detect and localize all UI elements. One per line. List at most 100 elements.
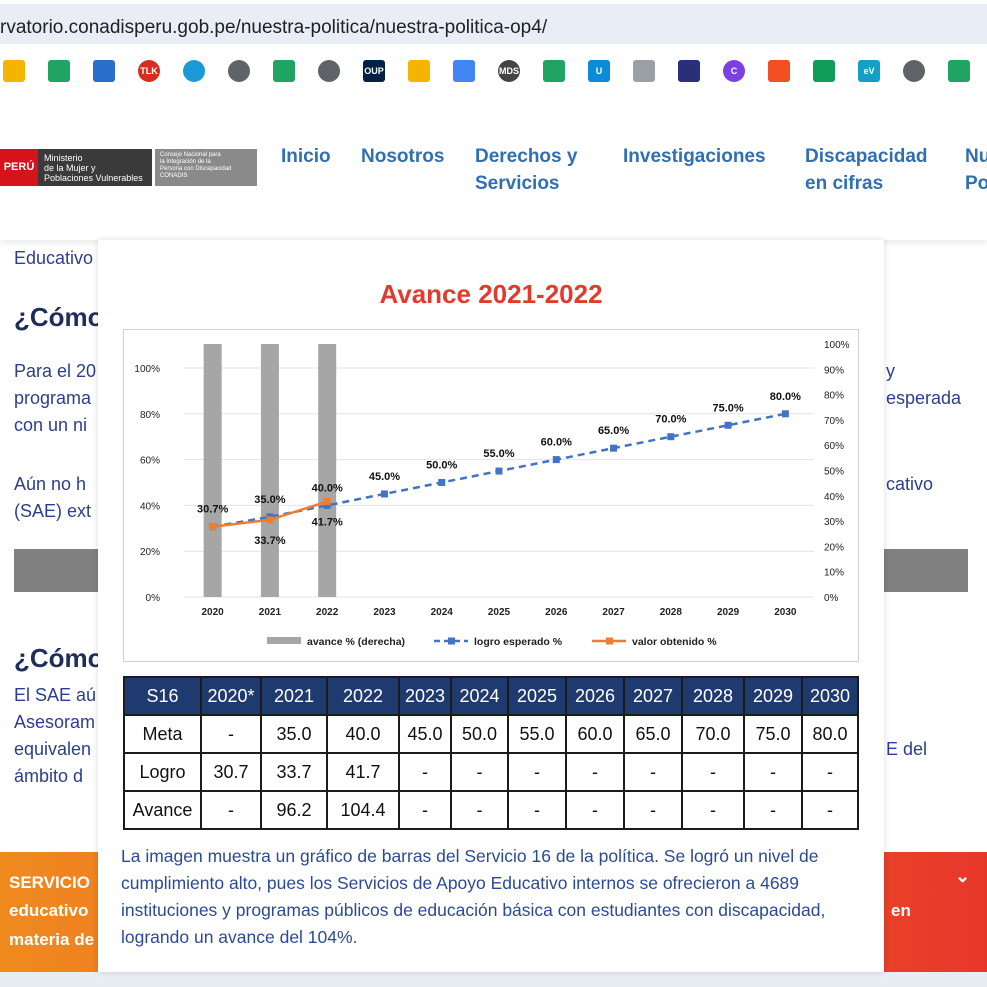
data-label-logro-esperado: 65.0% bbox=[598, 425, 629, 437]
chevron-down-icon[interactable]: ⌄ bbox=[955, 866, 971, 886]
u-app-icon[interactable]: U bbox=[588, 60, 610, 82]
nav-nosotros[interactable]: Nosotros bbox=[361, 143, 444, 170]
legend-label: valor obtenido % bbox=[632, 636, 717, 648]
article-text: El SAE aú bbox=[14, 685, 97, 705]
x-tick-label: 2028 bbox=[660, 607, 683, 618]
bar-avance bbox=[260, 344, 279, 597]
table-cell: 60.0 bbox=[565, 714, 625, 754]
nav-investigaciones[interactable]: Investigaciones bbox=[623, 143, 766, 170]
table-cell: - bbox=[200, 714, 262, 754]
legend-label: avance % (derecha) bbox=[307, 636, 405, 648]
table-header-cell: 2022 bbox=[326, 676, 400, 716]
right-tick-label: 80% bbox=[824, 391, 844, 402]
point-valor-obtenido bbox=[266, 516, 274, 524]
url-text[interactable]: rvatorio.conadisperu.gob.pe/nuestra-poli… bbox=[0, 17, 548, 38]
ministry-logo[interactable]: Ministerio de la Mujer y Poblaciones Vul… bbox=[38, 149, 152, 186]
table-row: Meta -35.0 40.0 45.0 50.0 55.0 60.0 65.0 70.0 75.… bbox=[123, 714, 859, 754]
article-text: y bbox=[886, 361, 895, 381]
data-label-logro-esperado: 45.0% bbox=[369, 471, 400, 483]
nav-inicio[interactable]: Inicio bbox=[281, 143, 331, 170]
legend-marker bbox=[606, 637, 613, 645]
legend-swatch bbox=[267, 637, 301, 644]
data-label-valor-obtenido: 41.7% bbox=[312, 517, 343, 529]
table-header-cell: 2024 bbox=[450, 676, 509, 716]
peru-logo[interactable]: PERÚ bbox=[0, 149, 38, 186]
nav-label: Servicios bbox=[475, 173, 560, 194]
ministry-logo-line: Ministerio bbox=[44, 153, 83, 163]
google-drive-icon[interactable] bbox=[273, 60, 295, 82]
bottom-strip bbox=[0, 972, 987, 987]
stairs-logo-icon[interactable] bbox=[93, 60, 115, 82]
nav-nuestra-politica[interactable]: Nu Po bbox=[965, 143, 987, 197]
legend-label: logro esperado % bbox=[474, 636, 563, 648]
nav-label: Po bbox=[965, 173, 987, 194]
right-tick-label: 10% bbox=[824, 568, 844, 579]
bar-avance bbox=[318, 344, 337, 597]
nav-derechos-y-servicios[interactable]: Derechos y Servicios bbox=[475, 143, 577, 197]
plus-cross-icon[interactable] bbox=[813, 60, 835, 82]
data-label-logro-esperado: 35.0% bbox=[254, 494, 285, 506]
point-logro-esperado bbox=[552, 456, 560, 464]
left-tick-label: 20% bbox=[140, 547, 160, 558]
bar-chart-icon[interactable] bbox=[3, 60, 25, 82]
globe-icon[interactable] bbox=[318, 60, 340, 82]
point-logro-esperado bbox=[438, 479, 446, 486]
point-logro-esperado bbox=[667, 433, 675, 441]
table-cell: 45.0 bbox=[398, 714, 452, 754]
ship-icon[interactable] bbox=[678, 60, 700, 82]
point-logro-esperado bbox=[610, 444, 618, 452]
table-cell: 104.4 bbox=[326, 790, 400, 830]
ev-icon[interactable]: eV bbox=[858, 60, 880, 82]
table-row: Avance -96.2 104.4- - - - - - - - bbox=[123, 790, 859, 830]
banner-text: SERVICIO bbox=[9, 873, 90, 892]
globe-icon[interactable] bbox=[903, 60, 925, 82]
ministry-logo-line: Poblaciones Vulnerables bbox=[44, 173, 143, 183]
nav-label: Discapacidad bbox=[805, 146, 928, 167]
site-header: PERÚ Ministerio de la Mujer y Poblacione… bbox=[0, 98, 987, 240]
docs-icon[interactable] bbox=[453, 60, 475, 82]
nav-label: Inicio bbox=[281, 146, 331, 167]
globe-icon[interactable] bbox=[228, 60, 250, 82]
point-logro-esperado bbox=[380, 490, 388, 498]
article-text: equivalen bbox=[14, 739, 92, 759]
conadis-logo[interactable]: Consejo Nacional para la Integración de … bbox=[155, 149, 257, 186]
document-icon[interactable] bbox=[633, 60, 655, 82]
slides-icon[interactable] bbox=[408, 60, 430, 82]
conadis-logo-line: Consejo Nacional para bbox=[160, 152, 221, 158]
article-text: con un ni bbox=[14, 415, 88, 435]
data-label-logro-esperado: 40.0% bbox=[312, 482, 343, 494]
oup-icon[interactable]: OUP bbox=[363, 60, 385, 82]
left-tick-label: 100% bbox=[134, 364, 160, 375]
right-tick-label: 40% bbox=[824, 492, 844, 503]
gray-divider bbox=[884, 549, 968, 592]
google-drive-icon[interactable] bbox=[948, 60, 970, 82]
browser-address-bar[interactable]: rvatorio.conadisperu.gob.pe/nuestra-poli… bbox=[0, 0, 987, 46]
avance-chart: 0% 20% 40% 60% 80% 100% 0% 10% 20% 30% 40% 50% 60% 70… bbox=[134, 340, 849, 648]
microsoft-icon[interactable] bbox=[768, 60, 790, 82]
circle-logo-icon[interactable] bbox=[183, 60, 205, 82]
address-field[interactable]: rvatorio.conadisperu.gob.pe/nuestra-poli… bbox=[0, 4, 987, 44]
tlk-icon[interactable]: TLK bbox=[138, 60, 160, 82]
nav-discapacidad-en-cifras[interactable]: Discapacidad en cifras bbox=[805, 143, 928, 197]
table-header-cell: 2029 bbox=[743, 676, 803, 716]
right-tick-label: 50% bbox=[824, 467, 844, 478]
table-cell: - bbox=[681, 790, 745, 830]
table-cell: - bbox=[565, 752, 625, 792]
mds-icon[interactable]: MDS bbox=[498, 60, 520, 82]
table-cell: - bbox=[507, 752, 567, 792]
google-drive-icon[interactable] bbox=[543, 60, 565, 82]
c-app-icon[interactable]: C bbox=[723, 60, 745, 82]
table-cell: - bbox=[743, 790, 803, 830]
table-cell: - bbox=[801, 752, 859, 792]
table-header-cell: 2021 bbox=[260, 676, 328, 716]
nav-label: Investigaciones bbox=[623, 146, 766, 167]
table-cell: - bbox=[507, 790, 567, 830]
chart-modal: Avance 2021-2022 0% 20% 40% 60% 80% 100% 0% 10%… bbox=[98, 240, 884, 972]
article-text: Educativo bbox=[14, 248, 94, 268]
article-text: Aún no h bbox=[14, 474, 87, 494]
table-header-cell: 2020* bbox=[200, 676, 262, 716]
table-cell: - bbox=[623, 790, 683, 830]
nav-label: en cifras bbox=[805, 173, 884, 194]
table-cell: 50.0 bbox=[450, 714, 509, 754]
google-drive-icon[interactable] bbox=[48, 60, 70, 82]
